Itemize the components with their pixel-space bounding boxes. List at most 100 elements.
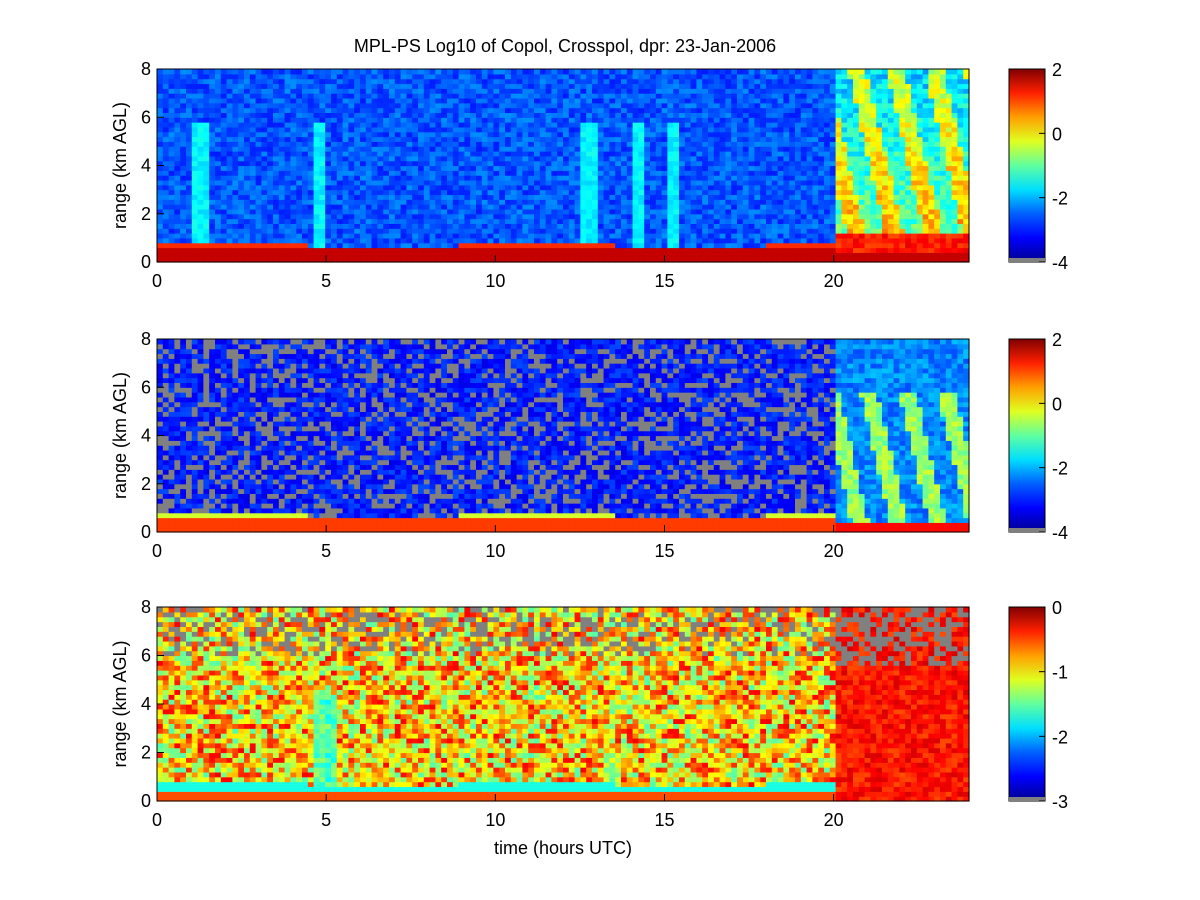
heatmap-cell (713, 160, 721, 167)
heatmap-cell (574, 117, 581, 123)
heatmap-cell (545, 141, 552, 147)
heatmap-cell (754, 170, 761, 176)
heatmap-cell (371, 73, 378, 80)
heatmap-cell (789, 107, 796, 114)
heatmap-cell (226, 155, 233, 162)
heatmap-cell (516, 69, 523, 75)
heatmap-cell (667, 102, 674, 109)
heatmap-cell (574, 136, 581, 142)
heatmap-cell (568, 83, 576, 89)
heatmap-cell (725, 88, 732, 94)
heatmap-cell (853, 160, 860, 167)
heatmap-cell (325, 228, 332, 234)
heatmap-cell (423, 213, 431, 220)
heatmap-cell (679, 242, 686, 249)
heatmap-cell (760, 112, 767, 118)
heatmap-cell (795, 97, 802, 104)
heatmap-cell (284, 69, 291, 75)
heatmap-cell (307, 204, 315, 210)
heatmap-cell (284, 233, 291, 239)
heatmap-cell (505, 213, 512, 220)
heatmap-cell (522, 223, 529, 229)
heatmap-cell (522, 218, 529, 224)
heatmap-cell (684, 93, 692, 99)
heatmap-cell (197, 218, 204, 224)
heatmap-cell (551, 69, 558, 75)
heatmap-cell (389, 141, 396, 147)
heatmap-cell (841, 136, 848, 142)
heatmap-cell (603, 204, 610, 210)
heatmap-cell (853, 155, 860, 162)
heatmap-cell (870, 228, 877, 234)
heatmap-cell (458, 160, 465, 167)
heatmap-cell (557, 233, 564, 239)
heatmap-cell (655, 223, 663, 229)
heatmap-cell (667, 69, 674, 75)
heatmap-cell (516, 247, 523, 253)
heatmap-cell (568, 97, 576, 104)
heatmap-cell (586, 97, 593, 104)
heatmap-cell (261, 189, 268, 196)
heatmap-cell (377, 213, 384, 220)
heatmap-cell (847, 233, 854, 239)
heatmap-cell (644, 204, 651, 210)
heatmap-cell (238, 252, 245, 258)
heatmap-cell (331, 146, 338, 152)
heatmap-cell (870, 204, 877, 210)
heatmap-cell (389, 102, 396, 109)
heatmap-cell (841, 223, 848, 229)
heatmap-cell (580, 237, 587, 244)
heatmap-cell (789, 165, 796, 171)
heatmap-cell (789, 73, 796, 80)
heatmap-cell (174, 93, 181, 99)
heatmap-cell (429, 189, 436, 196)
heatmap-cell (667, 218, 674, 224)
heatmap-cell (835, 117, 842, 123)
heatmap-cell (696, 204, 703, 210)
heatmap-cell (481, 151, 489, 157)
heatmap-cell (360, 233, 367, 239)
heatmap-cell (423, 78, 431, 85)
heatmap-cell (522, 122, 529, 128)
heatmap-cell (597, 218, 605, 224)
heatmap-cell (226, 102, 233, 109)
heatmap-cell (336, 117, 344, 123)
heatmap-cell (389, 93, 396, 99)
heatmap-cell (493, 160, 500, 167)
heatmap-cell (708, 93, 715, 99)
heatmap-cell (186, 97, 193, 104)
heatmap-cell (365, 179, 373, 186)
heatmap-cell (238, 146, 245, 152)
heatmap-cell (650, 165, 657, 171)
heatmap-cell (331, 136, 338, 142)
heatmap-cell (702, 107, 709, 114)
heatmap-cell (400, 131, 407, 138)
heatmap-cell (284, 73, 291, 80)
heatmap-cell (464, 257, 471, 263)
heatmap-cell (534, 73, 541, 80)
heatmap-cell (725, 233, 732, 239)
heatmap-cell (702, 160, 709, 167)
heatmap-cell (766, 93, 773, 99)
heatmap-cell (499, 112, 506, 118)
heatmap-cell (864, 204, 871, 210)
heatmap-cell (162, 184, 170, 191)
heatmap-cell (261, 78, 268, 85)
heatmap-cell (748, 218, 755, 224)
heatmap-cell (510, 151, 518, 157)
heatmap-cell (847, 151, 854, 157)
heatmap-cell (853, 69, 860, 75)
heatmap-cell (365, 218, 373, 224)
heatmap-cell (412, 223, 419, 229)
heatmap-cell (650, 126, 657, 133)
heatmap-cell (864, 179, 871, 186)
heatmap-cell (452, 136, 460, 142)
heatmap-cell (638, 213, 645, 220)
heatmap-cell (597, 151, 605, 157)
heatmap-cell (713, 88, 721, 94)
heatmap-cell (818, 155, 825, 162)
heatmap-cell (667, 247, 674, 253)
heatmap-cell (383, 189, 390, 196)
heatmap-cell (470, 165, 477, 171)
heatmap-cell (580, 151, 587, 157)
